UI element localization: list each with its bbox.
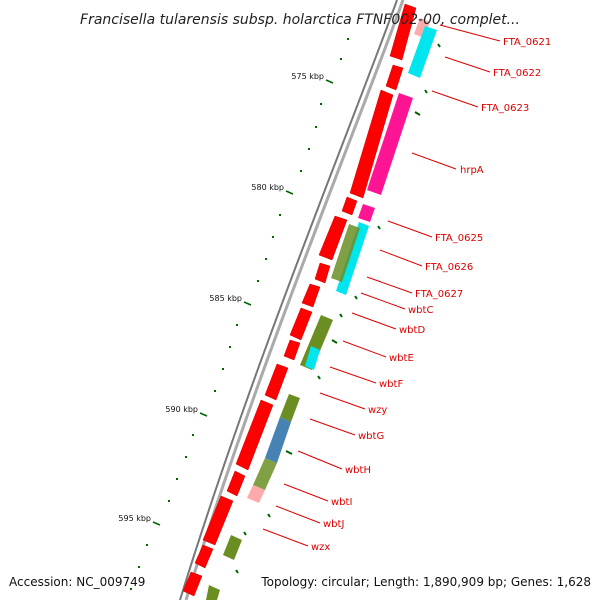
cds-feature[interactable] [289, 307, 313, 341]
gene-label-wbtf[interactable]: wbtF [379, 379, 403, 390]
gene-label-wbth[interactable]: wbtH [345, 465, 371, 476]
backbone-outer [184, 0, 405, 600]
cds-feature[interactable] [182, 571, 203, 597]
feature-olive[interactable] [253, 458, 277, 490]
cds-feature[interactable] [314, 262, 331, 284]
minor-ticks [130, 38, 349, 590]
topology-text: Topology: circular; Length: 1,890,909 bp… [260, 575, 591, 589]
cds-feature[interactable] [226, 470, 246, 497]
gene-labels: FTA_0621 FTA_0622 FTA_0623 hrpA FTA_0625… [311, 37, 551, 553]
gene-label-fta-0625[interactable]: FTA_0625 [435, 233, 483, 244]
tick-track [152, 79, 334, 526]
gene-label-wzx[interactable]: wzx [311, 542, 330, 553]
feature-olive[interactable] [280, 394, 300, 422]
cds-feature[interactable] [318, 215, 348, 261]
tick-label: 580 kbp [251, 183, 284, 192]
tick-label: 590 kbp [165, 405, 198, 414]
gene-label-fta-0622[interactable]: FTA_0622 [493, 68, 541, 79]
gene-label-wbti[interactable]: wbtI [331, 497, 352, 508]
feature-pink[interactable] [358, 204, 375, 222]
feature-track [206, 18, 437, 600]
feature-olive[interactable] [206, 585, 220, 600]
major-tick [243, 301, 252, 306]
feature-pink[interactable] [367, 93, 413, 195]
map-title: Francisella tularensis subsp. holarctica… [80, 12, 520, 28]
cds-feature[interactable] [264, 363, 289, 401]
tick-label: 595 kbp [118, 514, 151, 523]
cds-feature[interactable] [235, 399, 274, 471]
major-tick [285, 190, 294, 195]
feature-olive[interactable] [331, 224, 360, 282]
cds-track [182, 3, 417, 597]
cds-feature[interactable] [341, 196, 358, 216]
feature-lightpink[interactable] [247, 485, 265, 503]
gene-label-fta-0627[interactable]: FTA_0627 [415, 289, 463, 300]
accession-text: Accession: NC_009749 [9, 575, 145, 589]
gene-label-wbtj[interactable]: wbtJ [323, 519, 344, 530]
cds-feature[interactable] [349, 89, 394, 199]
gene-label-wbtg[interactable]: wbtG [358, 431, 384, 442]
label-connectors [262, 24, 501, 547]
feature-cyan[interactable] [305, 346, 320, 370]
feature-blue[interactable] [265, 417, 291, 463]
tick-labels: 575 kbp 580 kbp 585 kbp 590 kbp 595 kbp [118, 72, 324, 523]
major-tick [152, 521, 161, 526]
gene-label-wzy[interactable]: wzy [368, 405, 387, 416]
feature-olive[interactable] [223, 535, 242, 560]
gene-label-wbtc[interactable]: wbtC [408, 305, 433, 316]
major-tick [199, 412, 208, 417]
cds-feature[interactable] [389, 3, 417, 61]
cds-feature[interactable] [202, 495, 234, 546]
major-tick [325, 79, 334, 84]
backbone-inner [179, 0, 398, 600]
cds-feature[interactable] [385, 64, 404, 91]
gene-label-wbte[interactable]: wbtE [389, 353, 414, 364]
feature-cyan[interactable] [336, 222, 369, 295]
feature-ticks [235, 43, 441, 574]
feature-lightpink[interactable] [414, 18, 430, 38]
gene-label-fta-0621[interactable]: FTA_0621 [503, 37, 551, 48]
gene-label-fta-0626[interactable]: FTA_0626 [425, 262, 473, 273]
gene-label-hrpa[interactable]: hrpA [460, 165, 484, 176]
cds-feature[interactable] [194, 544, 214, 569]
gene-label-fta-0623[interactable]: FTA_0623 [481, 103, 529, 114]
feature-cyan[interactable] [408, 26, 437, 78]
cds-feature[interactable] [283, 339, 301, 361]
tick-label: 585 kbp [209, 294, 242, 303]
cds-feature[interactable] [301, 283, 321, 308]
gene-label-wbtd[interactable]: wbtD [399, 325, 425, 336]
tick-label: 575 kbp [291, 72, 324, 81]
